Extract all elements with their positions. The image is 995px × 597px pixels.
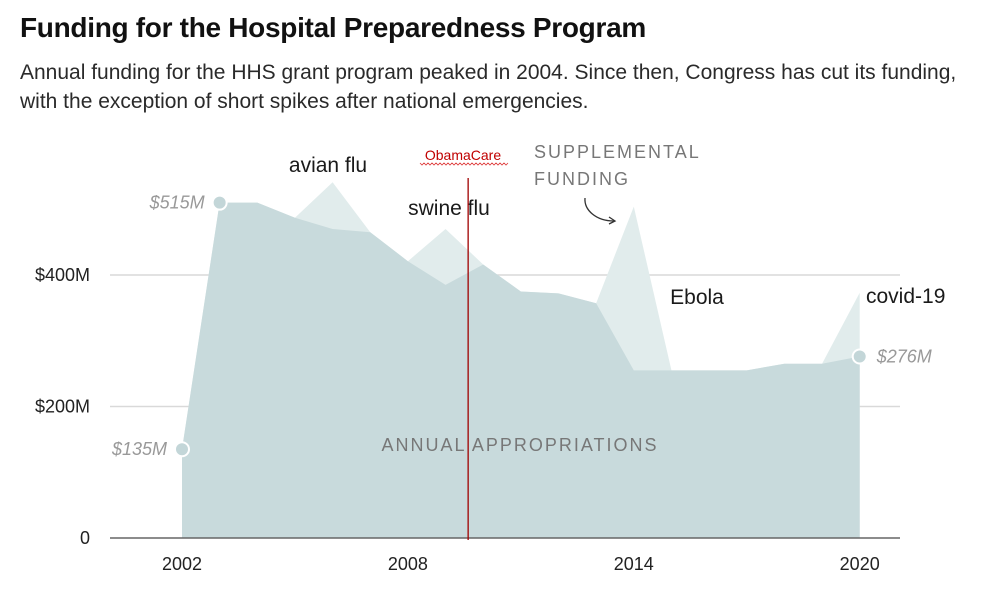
x-tick-label: 2002 [162,554,202,574]
annotation-ebola: Ebola [670,286,724,309]
annotation-obamacare: ObamaCare [425,147,501,163]
annotation-avian-flu: avian flu [289,154,367,177]
data-point-label: $515M [149,193,205,213]
data-point-label: $276M [876,347,932,367]
data-point-marker [211,194,228,211]
x-tick-label: 2008 [388,554,428,574]
spellcheck-underline [419,162,509,166]
x-tick-label: 2014 [614,554,654,574]
chart-subtitle: Annual funding for the HHS grant program… [20,61,957,113]
label-supplemental-line1: SUPPLEMENTAL [534,142,701,162]
data-point-marker [851,348,868,365]
label-supplemental-line2: FUNDING [534,169,630,189]
y-tick-label: $400M [35,265,90,285]
curved-arrow-icon [584,197,615,222]
annual-appropriations-area [182,202,860,539]
chart-title: Funding for the Hospital Preparedness Pr… [20,12,646,43]
x-tick-label: 2020 [840,554,880,574]
arrow-head-icon [608,216,617,225]
y-tick-label: $200M [35,397,90,417]
label-annual-appropriations: ANNUAL APPROPRIATIONS [381,435,658,455]
data-point-label: $135M [111,439,167,459]
y-tick-label: 0 [80,528,90,548]
annotation-covid: covid-19 [866,285,945,308]
data-point-marker [174,441,190,458]
annotation-swine-flu: swine flu [408,197,490,220]
